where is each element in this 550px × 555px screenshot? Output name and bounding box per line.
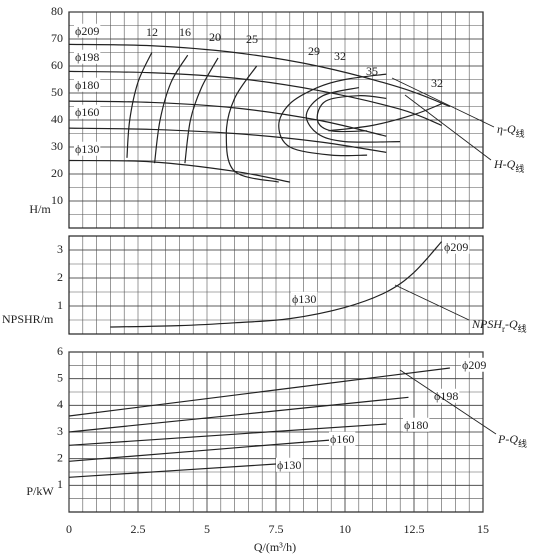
label-bg — [74, 23, 101, 38]
annotation: NPSHr-Q线 — [471, 317, 527, 334]
leader-line — [404, 94, 492, 161]
annotation: η-Q线 — [497, 122, 525, 139]
series-label: ϕ130 — [75, 142, 99, 156]
series-label: ϕ160 — [330, 432, 354, 446]
y-tick-label: 60 — [51, 58, 63, 72]
leader-line — [394, 284, 470, 321]
efficiency-label: 32 — [431, 76, 443, 90]
annotation-sub: 线 — [518, 323, 527, 334]
efficiency-label: 29 — [308, 44, 320, 58]
label-bg — [461, 357, 488, 372]
series-label: ϕ180 — [404, 418, 428, 432]
y-axis-label: P/kW — [26, 484, 54, 498]
y-axis-label: NPSHR/m — [2, 312, 54, 326]
series-label: ϕ130 — [292, 292, 316, 306]
efficiency-curve — [153, 54, 189, 164]
curve — [68, 439, 332, 462]
x-tick-label: 7.5 — [269, 522, 284, 536]
y-tick-label: 1 — [57, 477, 63, 491]
y-tick-label: 40 — [51, 112, 63, 126]
curve — [68, 43, 451, 108]
annotation-text: P-Q — [497, 432, 518, 446]
label-bg — [443, 239, 470, 254]
y-tick-label: 4 — [57, 397, 63, 411]
y-tick-label: 1 — [57, 298, 63, 312]
efficiency-curve — [328, 103, 442, 132]
series-label: ϕ198 — [75, 50, 99, 64]
annotation: P-Q线 — [497, 432, 527, 449]
annotation-sub: 线 — [516, 128, 525, 139]
efficiency-label: 35 — [366, 64, 378, 78]
label-bg — [291, 291, 318, 306]
series-label: ϕ209 — [444, 240, 468, 254]
y-tick-label: 2 — [57, 270, 63, 284]
curve — [68, 423, 387, 446]
series-label: ϕ209 — [75, 24, 99, 38]
label-bg — [74, 77, 101, 92]
annotation-text: -Q — [505, 317, 518, 331]
y-tick-label: 20 — [51, 166, 63, 180]
leader-line — [391, 77, 495, 128]
label-bg — [74, 141, 101, 156]
leader-line — [399, 369, 497, 435]
y-tick-label: 50 — [51, 85, 63, 99]
annotation-sub: 线 — [515, 163, 524, 174]
label-bg — [276, 457, 303, 472]
efficiency-label: 20 — [209, 30, 221, 44]
annotation-sub: r — [502, 324, 505, 334]
efficiency-curve — [225, 65, 279, 183]
x-tick-label: 2.5 — [131, 522, 146, 536]
curve — [68, 367, 450, 417]
series-label: ϕ160 — [75, 105, 99, 119]
x-tick-label: 15 — [477, 522, 489, 536]
y-axis-label: H/m — [29, 202, 51, 216]
y-tick-label: 3 — [57, 242, 63, 256]
efficiency-label: 25 — [246, 32, 258, 46]
x-axis-label: Q/(m³/h) — [254, 540, 296, 554]
x-tick-label: 0 — [66, 522, 72, 536]
series-label: ϕ180 — [75, 78, 99, 92]
series-label: ϕ198 — [434, 389, 458, 403]
label-bg — [433, 388, 460, 403]
y-tick-label: 10 — [51, 193, 63, 207]
curve — [68, 159, 290, 183]
curve — [110, 241, 443, 328]
y-tick-label: 70 — [51, 31, 63, 45]
efficiency-curve — [278, 73, 387, 157]
efficiency-curve — [126, 52, 153, 158]
series-label: ϕ209 — [462, 358, 486, 372]
curve — [68, 127, 387, 153]
efficiency-curve — [184, 57, 219, 164]
series-label: ϕ130 — [277, 458, 301, 472]
x-tick-label: 12.5 — [404, 522, 425, 536]
label-bg — [74, 49, 101, 64]
efficiency-label: 12 — [146, 25, 158, 39]
y-tick-label: 2 — [57, 450, 63, 464]
label-bg — [403, 417, 430, 432]
efficiency-label: 16 — [179, 25, 191, 39]
y-tick-label: 6 — [57, 344, 63, 358]
annotation: H-Q线 — [493, 157, 524, 174]
y-tick-label: 5 — [57, 370, 63, 384]
y-tick-label: 30 — [51, 139, 63, 153]
curve — [68, 100, 387, 137]
label-bg — [74, 104, 101, 119]
x-tick-label: 10 — [339, 522, 351, 536]
y-tick-label: 3 — [57, 424, 63, 438]
label-bg — [329, 431, 356, 446]
curve — [68, 396, 409, 433]
plot-frame — [68, 235, 484, 335]
annotation-sub: 线 — [518, 438, 527, 449]
y-tick-label: 80 — [51, 4, 63, 18]
annotation-text: NPSH — [471, 317, 503, 331]
efficiency-curve — [305, 87, 401, 143]
x-tick-label: 5 — [204, 522, 210, 536]
curve — [68, 463, 277, 478]
efficiency-curve — [316, 95, 387, 133]
annotation-text: H-Q — [493, 157, 516, 171]
annotation-text: η-Q — [497, 122, 516, 136]
curve — [68, 70, 442, 126]
efficiency-label: 32 — [334, 49, 346, 63]
